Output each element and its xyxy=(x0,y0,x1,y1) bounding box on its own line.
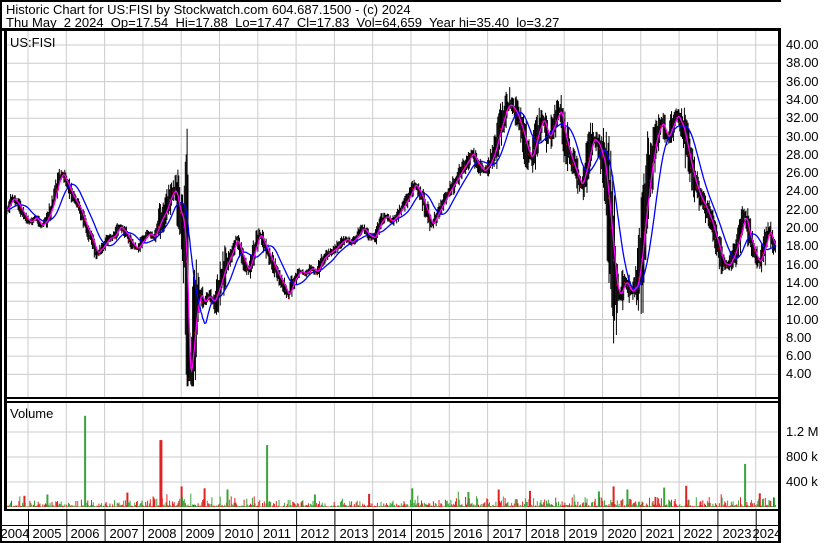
year-axis-label: 2014 xyxy=(377,526,407,541)
volume-bars xyxy=(7,415,776,507)
price-axis-tick: 40.00 xyxy=(786,37,819,52)
chart-header-quote: Thu May 2 2024 Op=17.54 Hi=17.88 Lo=17.4… xyxy=(6,15,560,30)
price-axis-tick: 38.00 xyxy=(786,55,819,70)
year-axis-label: 2017 xyxy=(492,526,522,541)
volume-panel-label: Volume xyxy=(10,406,54,421)
price-axis-tick: 28.00 xyxy=(786,147,819,162)
symbol-label: US:FISI xyxy=(10,35,56,50)
chart-header-title: Historic Chart for US:FISI by Stockwatch… xyxy=(6,2,411,17)
price-axis-tick: 16.00 xyxy=(786,257,819,272)
price-axis-tick: 36.00 xyxy=(786,74,819,89)
price-axis-tick: 30.00 xyxy=(786,129,819,144)
short-ma-line xyxy=(7,104,777,373)
year-axis-label: 2020 xyxy=(607,526,637,541)
year-axis-label: 2016 xyxy=(453,526,483,541)
price-axis-tick: 22.00 xyxy=(786,202,819,217)
year-axis-label: 2018 xyxy=(530,526,560,541)
volume-axis-tick: 800 k xyxy=(786,449,818,464)
price-axis-tick: 24.00 xyxy=(786,183,819,198)
grid-lines xyxy=(7,31,778,509)
price-axis-tick: 14.00 xyxy=(786,275,819,290)
year-axis-label: 2008 xyxy=(147,526,177,541)
price-axis-tick: 18.00 xyxy=(786,238,819,253)
year-axis-label: 2024 xyxy=(752,526,782,541)
price-axis-tick: 32.00 xyxy=(786,110,819,125)
price-axis-tick: 8.00 xyxy=(786,330,812,345)
price-axis-tick: 10.00 xyxy=(786,312,819,327)
year-axis-label: 2009 xyxy=(185,526,215,541)
year-axis-label: 2012 xyxy=(300,526,330,541)
long-ma-line xyxy=(7,111,777,324)
price-axis-tick: 34.00 xyxy=(786,92,819,107)
volume-axis-tick: 400 k xyxy=(786,474,818,489)
panel-borders xyxy=(0,0,781,543)
year-axis-label: 2010 xyxy=(224,526,254,541)
price-axis-tick: 6.00 xyxy=(786,348,812,363)
year-axis-label: 2019 xyxy=(568,526,598,541)
year-axis-label: 2015 xyxy=(415,526,445,541)
year-axis-label: 2006 xyxy=(70,526,100,541)
year-axis-label: 2022 xyxy=(683,526,713,541)
year-axis-label: 2013 xyxy=(339,526,369,541)
price-axis-tick: 20.00 xyxy=(786,220,819,235)
year-axis-label: 2023 xyxy=(722,526,752,541)
year-axis-label: 2011 xyxy=(263,526,291,541)
volume-axis-tick: 1.2 M xyxy=(786,424,819,439)
year-axis-label: 2007 xyxy=(109,526,139,541)
price-axis-tick: 26.00 xyxy=(786,165,819,180)
price-axis-tick: 4.00 xyxy=(786,366,812,381)
year-axis-label: 2005 xyxy=(32,526,62,541)
price-axis-tick: 12.00 xyxy=(786,293,819,308)
year-axis-label: 2004 xyxy=(0,526,30,541)
year-axis-label: 2021 xyxy=(645,526,675,541)
